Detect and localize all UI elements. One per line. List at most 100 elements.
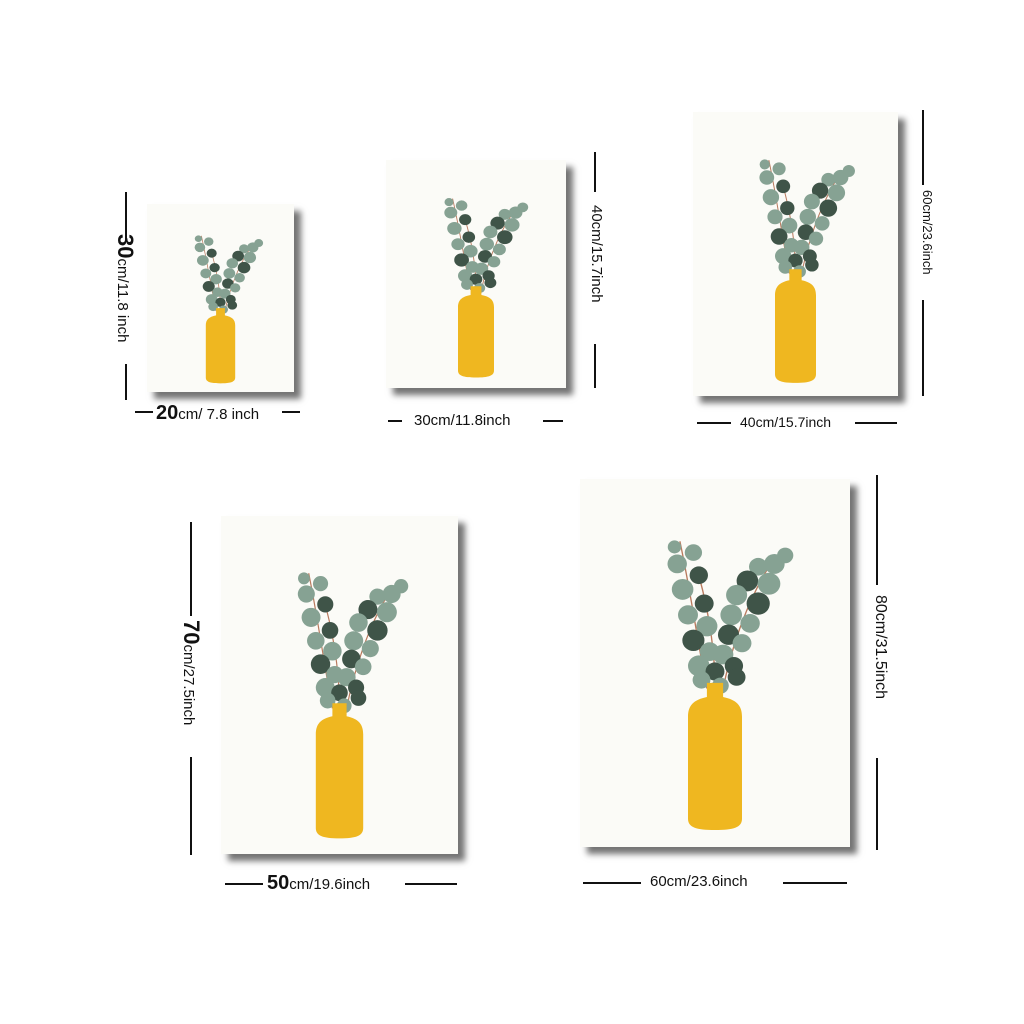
- eucalyptus-leaf: [684, 544, 703, 561]
- eucalyptus-leaf: [208, 302, 219, 312]
- eucalyptus-leaf: [776, 179, 791, 194]
- eucalyptus-leaf: [819, 199, 838, 217]
- eucalyptus-leaf: [349, 613, 368, 632]
- eucalyptus-leaf: [451, 238, 465, 251]
- print-30x40: [386, 160, 566, 388]
- eucalyptus-leaf: [239, 244, 250, 254]
- eucalyptus-leaf: [770, 228, 788, 245]
- eucalyptus-leaf: [204, 237, 214, 246]
- height-label: 40cm/15.7inch: [588, 205, 605, 303]
- eucalyptus-leaf: [694, 594, 714, 613]
- print-40x60: [693, 112, 898, 396]
- print-60x80: [580, 479, 850, 847]
- eucalyptus-leaf: [775, 248, 792, 265]
- eucalyptus-leaf: [206, 248, 217, 258]
- eucalyptus-leaf: [498, 208, 511, 220]
- eucalyptus-leaf: [298, 572, 310, 585]
- eucalyptus-leaf: [667, 540, 682, 554]
- eucalyptus-leaf: [827, 184, 846, 202]
- eucalyptus-leaf: [310, 654, 331, 675]
- eucalyptus-leaf: [463, 244, 478, 258]
- eucalyptus-leaf: [842, 164, 855, 178]
- eucalyptus-leaf: [209, 262, 220, 273]
- width-label: 20cm/ 7.8 inch: [156, 402, 260, 424]
- width-line: [405, 883, 457, 885]
- eucalyptus-leaf: [689, 566, 708, 585]
- eucalyptus-leaf: [194, 235, 203, 243]
- eucalyptus-leaf: [517, 202, 529, 213]
- eucalyptus-leaf: [759, 170, 775, 185]
- height-label: 80cm/31.5inch: [872, 595, 889, 700]
- eucalyptus-leaf: [459, 214, 472, 226]
- eucalyptus-leaf: [367, 620, 388, 641]
- height-label: 60cm/23.6inch: [920, 190, 935, 275]
- eucalyptus-leaf: [454, 253, 469, 267]
- eucalyptus-leaf: [319, 692, 336, 709]
- width-line: [783, 882, 847, 884]
- width-line: [543, 420, 563, 422]
- eucalyptus-leaf: [705, 662, 725, 681]
- eucalyptus-leaf: [462, 231, 476, 243]
- height-line: [594, 152, 596, 192]
- eucalyptus-leaf: [210, 274, 222, 285]
- eucalyptus-leaf: [458, 269, 473, 283]
- width-line: [855, 422, 897, 424]
- eucalyptus-leaf: [243, 251, 257, 264]
- eucalyptus-leaf: [200, 268, 212, 279]
- vase-illustration: [759, 159, 855, 383]
- yellow-vase: [458, 286, 494, 378]
- eucalyptus-leaf: [254, 239, 264, 248]
- eucalyptus-leaf: [237, 261, 251, 274]
- eucalyptus-leaf: [232, 250, 245, 262]
- eucalyptus-leaf: [361, 639, 379, 658]
- eucalyptus-leaf: [301, 607, 321, 627]
- eucalyptus-leaf: [821, 172, 836, 187]
- width-label: 50cm/19.6inch: [267, 872, 371, 894]
- eucalyptus-leaf: [223, 268, 236, 279]
- eucalyptus-leaf: [732, 634, 752, 653]
- eucalyptus-leaf: [692, 671, 711, 689]
- eucalyptus-leaf: [196, 255, 209, 266]
- eucalyptus-leaf: [780, 201, 795, 216]
- eucalyptus-leaf: [455, 200, 468, 211]
- eucalyptus-leaf: [444, 198, 454, 207]
- height-line: [922, 300, 924, 396]
- eucalyptus-leaf: [321, 622, 339, 639]
- height-line: [190, 522, 192, 616]
- eucalyptus-leaf: [726, 584, 748, 606]
- eucalyptus-leaf: [234, 272, 245, 283]
- width-line: [697, 422, 731, 424]
- eucalyptus-leaf: [205, 294, 218, 305]
- eucalyptus-leaf: [447, 221, 462, 235]
- height-line: [876, 758, 878, 850]
- eucalyptus-leaf: [315, 678, 335, 698]
- eucalyptus-leaf: [682, 629, 705, 652]
- eucalyptus-leaf: [746, 592, 770, 615]
- width-line: [135, 411, 153, 413]
- eucalyptus-leaf: [487, 256, 501, 268]
- eucalyptus-leaf: [696, 616, 718, 637]
- eucalyptus-leaf: [344, 631, 364, 651]
- eucalyptus-leaf: [312, 575, 329, 592]
- width-label: 60cm/23.6inch: [650, 873, 748, 890]
- eucalyptus-leaf: [354, 658, 372, 676]
- eucalyptus-leaf: [671, 578, 694, 600]
- eucalyptus-leaf: [323, 641, 342, 661]
- eucalyptus-leaf: [777, 547, 794, 564]
- eucalyptus-leaf: [297, 585, 315, 603]
- height-label: 30cm/11.8 inch: [113, 234, 138, 343]
- vase-illustration: [194, 235, 264, 384]
- height-line: [922, 110, 924, 185]
- eucalyptus-leaf: [469, 273, 483, 285]
- print-20x30: [147, 204, 294, 392]
- eucalyptus-leaf: [369, 588, 386, 605]
- eucalyptus-leaf: [757, 572, 781, 595]
- eucalyptus-leaf: [772, 162, 786, 176]
- height-line: [125, 192, 127, 240]
- vase-illustration: [667, 540, 794, 831]
- eucalyptus-leaf: [778, 260, 793, 274]
- eucalyptus-leaf: [727, 668, 746, 686]
- eucalyptus-leaf: [444, 206, 458, 219]
- eucalyptus-leaf: [805, 258, 819, 272]
- eucalyptus-leaf: [194, 242, 206, 253]
